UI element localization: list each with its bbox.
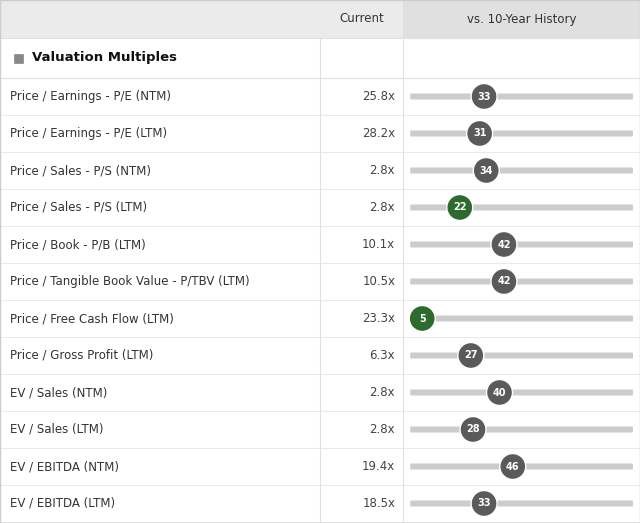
- Text: Price / Tangible Book Value - P/TBV (LTM): Price / Tangible Book Value - P/TBV (LTM…: [10, 275, 250, 288]
- FancyBboxPatch shape: [0, 38, 640, 78]
- Text: Current: Current: [339, 13, 384, 26]
- Text: 10.5x: 10.5x: [362, 275, 396, 288]
- FancyBboxPatch shape: [0, 189, 640, 226]
- FancyBboxPatch shape: [410, 204, 633, 210]
- FancyBboxPatch shape: [410, 463, 633, 470]
- Text: vs. 10-Year History: vs. 10-Year History: [467, 13, 577, 26]
- Circle shape: [491, 232, 517, 257]
- Text: EV / Sales (NTM): EV / Sales (NTM): [10, 386, 108, 399]
- FancyBboxPatch shape: [410, 167, 633, 174]
- Text: 42: 42: [497, 277, 511, 287]
- Text: 2.8x: 2.8x: [369, 164, 396, 177]
- Circle shape: [491, 268, 517, 294]
- Text: Price / Earnings - P/E (NTM): Price / Earnings - P/E (NTM): [10, 90, 171, 103]
- Text: 23.3x: 23.3x: [362, 312, 396, 325]
- Text: 33: 33: [477, 92, 491, 101]
- Text: Price / Sales - P/S (NTM): Price / Sales - P/S (NTM): [10, 164, 151, 177]
- Circle shape: [409, 305, 435, 332]
- Text: 42: 42: [497, 240, 511, 249]
- Text: 22: 22: [453, 202, 467, 212]
- Text: 5: 5: [419, 313, 426, 324]
- FancyBboxPatch shape: [0, 448, 640, 485]
- FancyBboxPatch shape: [13, 53, 22, 63]
- Text: 2.8x: 2.8x: [369, 201, 396, 214]
- FancyBboxPatch shape: [0, 411, 640, 448]
- FancyBboxPatch shape: [410, 242, 633, 247]
- Text: Price / Sales - P/S (LTM): Price / Sales - P/S (LTM): [10, 201, 147, 214]
- Text: 34: 34: [479, 165, 493, 176]
- FancyBboxPatch shape: [410, 315, 633, 322]
- Text: EV / EBITDA (LTM): EV / EBITDA (LTM): [10, 497, 115, 510]
- FancyBboxPatch shape: [410, 390, 633, 395]
- Text: 46: 46: [506, 461, 520, 472]
- FancyBboxPatch shape: [410, 353, 633, 358]
- FancyBboxPatch shape: [0, 337, 640, 374]
- Text: 18.5x: 18.5x: [362, 497, 396, 510]
- FancyBboxPatch shape: [0, 226, 640, 263]
- FancyBboxPatch shape: [0, 0, 403, 38]
- Text: 2.8x: 2.8x: [369, 423, 396, 436]
- FancyBboxPatch shape: [0, 115, 640, 152]
- Text: 2.8x: 2.8x: [369, 386, 396, 399]
- FancyBboxPatch shape: [0, 374, 640, 411]
- Text: EV / EBITDA (NTM): EV / EBITDA (NTM): [10, 460, 119, 473]
- FancyBboxPatch shape: [410, 131, 633, 137]
- Text: Price / Earnings - P/E (LTM): Price / Earnings - P/E (LTM): [10, 127, 167, 140]
- Text: 27: 27: [464, 350, 477, 360]
- Circle shape: [486, 380, 513, 405]
- Text: 6.3x: 6.3x: [369, 349, 396, 362]
- FancyBboxPatch shape: [0, 78, 640, 115]
- Circle shape: [447, 195, 473, 221]
- Text: 10.1x: 10.1x: [362, 238, 396, 251]
- FancyBboxPatch shape: [0, 485, 640, 522]
- Circle shape: [471, 491, 497, 517]
- Circle shape: [467, 120, 493, 146]
- FancyBboxPatch shape: [403, 0, 640, 38]
- FancyBboxPatch shape: [410, 501, 633, 506]
- Circle shape: [460, 416, 486, 442]
- Circle shape: [473, 157, 499, 184]
- Circle shape: [500, 453, 526, 480]
- Text: Price / Free Cash Flow (LTM): Price / Free Cash Flow (LTM): [10, 312, 174, 325]
- Text: 28.2x: 28.2x: [362, 127, 396, 140]
- Text: EV / Sales (LTM): EV / Sales (LTM): [10, 423, 104, 436]
- Circle shape: [458, 343, 484, 369]
- FancyBboxPatch shape: [0, 263, 640, 300]
- Text: 33: 33: [477, 498, 491, 508]
- FancyBboxPatch shape: [0, 300, 640, 337]
- Circle shape: [471, 84, 497, 109]
- Text: 40: 40: [493, 388, 506, 397]
- FancyBboxPatch shape: [0, 152, 640, 189]
- FancyBboxPatch shape: [410, 426, 633, 433]
- Text: 31: 31: [473, 129, 486, 139]
- Text: Price / Gross Profit (LTM): Price / Gross Profit (LTM): [10, 349, 154, 362]
- Text: 25.8x: 25.8x: [362, 90, 396, 103]
- FancyBboxPatch shape: [410, 279, 633, 285]
- Text: Valuation Multiples: Valuation Multiples: [32, 51, 177, 64]
- Text: Price / Book - P/B (LTM): Price / Book - P/B (LTM): [10, 238, 146, 251]
- Text: 19.4x: 19.4x: [362, 460, 396, 473]
- Text: 28: 28: [466, 425, 480, 435]
- FancyBboxPatch shape: [410, 94, 633, 99]
